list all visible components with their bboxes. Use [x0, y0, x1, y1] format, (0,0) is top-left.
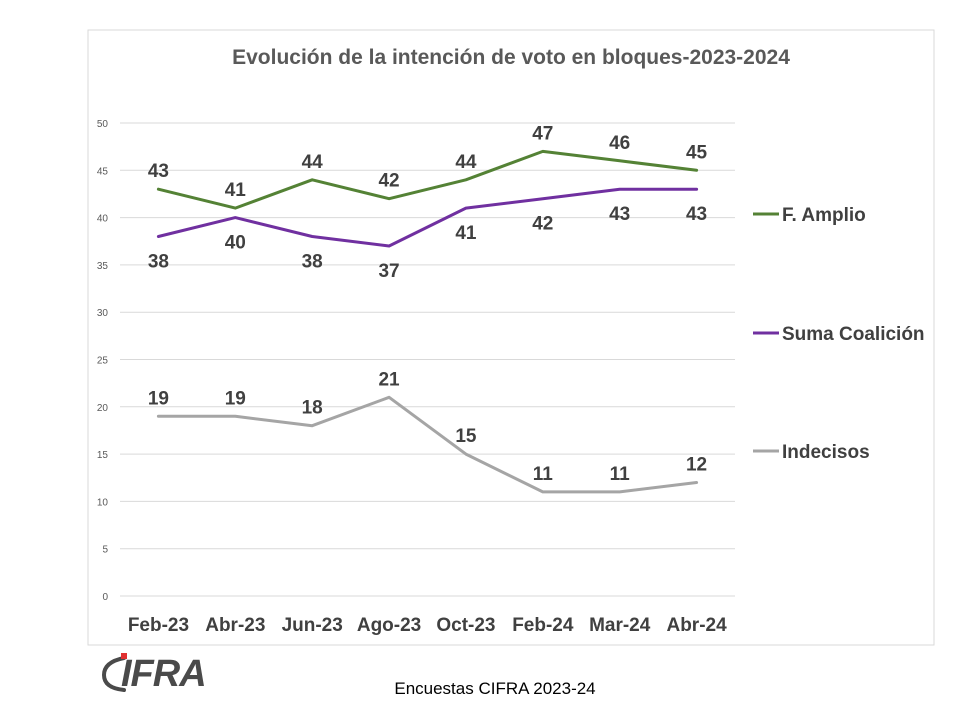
logo-accent-mark — [121, 653, 127, 659]
x-tick-label: Abr-23 — [205, 615, 265, 636]
x-tick-label: Oct-23 — [436, 615, 495, 636]
series-line-2 — [156, 395, 699, 494]
legend-label: Indecisos — [782, 442, 870, 463]
footer-source: Encuestas CIFRA 2023-24 — [394, 679, 595, 698]
y-axis-ticks: 0 5 10 15 20 25 30 35 40 45 50 — [97, 119, 109, 603]
cifra-logo: IFRA — [101, 653, 207, 695]
data-label: 44 — [302, 152, 324, 173]
data-label: 21 — [378, 369, 400, 390]
y-tick-label: 5 — [102, 545, 108, 556]
data-label: 40 — [225, 233, 246, 254]
series-line-1 — [156, 187, 699, 248]
y-tick-label: 50 — [97, 119, 109, 130]
data-label: 43 — [609, 204, 630, 225]
data-label: 43 — [148, 161, 169, 182]
x-tick-label: Feb-24 — [512, 615, 574, 636]
logo-wordmark: IFRA — [121, 653, 206, 695]
data-label: 47 — [532, 123, 553, 144]
y-tick-label: 35 — [97, 261, 109, 272]
x-tick-label: Mar-24 — [589, 615, 651, 636]
data-label: 44 — [455, 152, 477, 173]
x-axis-ticks: Feb-23 Abr-23 Jun-23 Ago-23 Oct-23 Feb-24 Mar-… — [128, 615, 727, 636]
legend: F. Amplio Suma Coalición Indecisos — [753, 205, 925, 463]
y-tick-label: 10 — [97, 497, 109, 508]
logo-c-arc — [101, 656, 126, 692]
chart-frame — [87, 29, 935, 646]
data-label: 15 — [455, 426, 477, 447]
x-tick-label: Ago-23 — [357, 615, 421, 636]
data-labels: 43 41 44 42 44 47 46 45 38 40 38 37 41 42 43 43 19 19 18 21… — [148, 123, 708, 485]
data-label: 18 — [302, 398, 323, 419]
data-label: 11 — [610, 464, 631, 485]
data-label: 11 — [533, 464, 554, 485]
data-label: 45 — [686, 142, 708, 163]
data-label: 19 — [225, 388, 246, 409]
data-label: 12 — [686, 454, 707, 475]
y-tick-label: 15 — [97, 450, 109, 461]
legend-label: F. Amplio — [782, 205, 866, 226]
data-label: 41 — [225, 180, 247, 201]
x-tick-label: Feb-23 — [128, 615, 189, 636]
data-label: 19 — [148, 388, 169, 409]
data-label: 46 — [609, 133, 630, 154]
data-label: 38 — [148, 252, 169, 273]
data-label: 37 — [378, 261, 399, 282]
y-tick-label: 20 — [97, 403, 109, 414]
data-label: 42 — [532, 214, 553, 235]
legend-label: Suma Coalición — [782, 324, 925, 345]
data-label: 42 — [378, 171, 399, 192]
chart-title: Evolución de la intención de voto en blo… — [232, 46, 790, 69]
y-tick-label: 25 — [97, 356, 109, 367]
series-line-0 — [156, 149, 699, 210]
y-tick-label: 45 — [97, 166, 109, 177]
gridlines — [120, 122, 735, 597]
data-label: 38 — [302, 252, 323, 273]
y-tick-label: 30 — [97, 308, 109, 319]
x-tick-label: Abr-24 — [666, 615, 727, 636]
data-label: 43 — [686, 204, 707, 225]
y-tick-label: 40 — [97, 214, 109, 225]
y-tick-label: 0 — [102, 592, 108, 603]
x-tick-label: Jun-23 — [282, 615, 343, 636]
data-label: 41 — [455, 223, 477, 244]
series-lines — [156, 149, 699, 494]
